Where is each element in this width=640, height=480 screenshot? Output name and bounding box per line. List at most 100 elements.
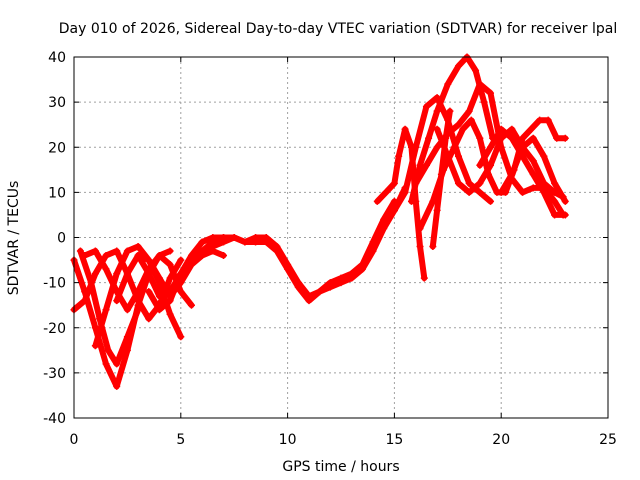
- data-point: [508, 134, 516, 142]
- data-point: [91, 342, 99, 350]
- data-point: [454, 152, 462, 160]
- data-point: [437, 170, 445, 178]
- data-point: [316, 288, 324, 296]
- data-point: [113, 247, 121, 255]
- data-point: [145, 270, 153, 278]
- data-point: [433, 125, 441, 133]
- y-tick-label: 10: [48, 185, 66, 201]
- y-tick-label: 0: [57, 231, 66, 247]
- data-point: [380, 224, 388, 232]
- data-point: [407, 197, 415, 205]
- data-point: [123, 247, 131, 255]
- data-point: [561, 211, 569, 219]
- data-point: [529, 170, 537, 178]
- data-point: [273, 247, 281, 255]
- data-point: [241, 238, 249, 246]
- data-point: [166, 247, 174, 255]
- data-point: [553, 134, 561, 142]
- data-point: [416, 161, 424, 169]
- y-tick-label: -30: [43, 366, 66, 382]
- data-point: [487, 161, 495, 169]
- data-point: [420, 274, 428, 282]
- data-point: [476, 134, 484, 142]
- data-point: [459, 125, 467, 133]
- data-point: [166, 297, 174, 305]
- data-point: [454, 179, 462, 187]
- data-point: [519, 188, 527, 196]
- data-point: [529, 184, 537, 192]
- data-point: [358, 265, 366, 273]
- data-point: [166, 310, 174, 318]
- data-point: [433, 206, 441, 214]
- data-point: [472, 67, 480, 75]
- data-point: [529, 134, 537, 142]
- y-tick-label: 40: [48, 50, 66, 66]
- data-point: [113, 360, 121, 368]
- data-point: [123, 306, 131, 314]
- data-point: [480, 98, 488, 106]
- data-point: [519, 143, 527, 151]
- y-tick-label: 20: [48, 140, 66, 156]
- data-point: [412, 179, 420, 187]
- data-point: [145, 288, 153, 296]
- data-point: [155, 252, 163, 260]
- data-point: [476, 188, 484, 196]
- data-point: [177, 256, 185, 264]
- x-axis-label: GPS time / hours: [282, 459, 399, 475]
- x-tick-label: 25: [599, 432, 617, 448]
- data-point: [497, 188, 505, 196]
- data-point: [102, 265, 110, 273]
- data-point: [373, 197, 381, 205]
- data-point: [433, 107, 441, 115]
- data-point: [446, 107, 454, 115]
- data-point: [454, 121, 462, 129]
- y-axis-label: SDTVAR / TECUs: [6, 181, 22, 296]
- data-point: [412, 143, 420, 151]
- data-point: [134, 243, 142, 251]
- data-point: [177, 288, 185, 296]
- data-point: [433, 143, 441, 151]
- data-point: [487, 197, 495, 205]
- data-point: [102, 360, 110, 368]
- data-point: [113, 382, 121, 390]
- data-point: [551, 211, 559, 219]
- data-point: [487, 89, 495, 97]
- data-point: [551, 179, 559, 187]
- y-tick-label: -40: [43, 411, 66, 427]
- data-point: [91, 270, 99, 278]
- data-point: [422, 103, 430, 111]
- data-point: [487, 143, 495, 151]
- data-point: [390, 179, 398, 187]
- data-point: [155, 292, 163, 300]
- data-point: [476, 161, 484, 169]
- data-point: [416, 224, 424, 232]
- data-point: [540, 188, 548, 196]
- data-point: [91, 247, 99, 255]
- data-point: [529, 157, 537, 165]
- data-point: [416, 243, 424, 251]
- data-point: [442, 134, 450, 142]
- data-point: [395, 152, 403, 160]
- data-point: [220, 252, 228, 260]
- x-tick-label: 15: [385, 432, 403, 448]
- data-point: [209, 238, 217, 246]
- data-point: [76, 247, 84, 255]
- data-point: [230, 234, 238, 241]
- data-point: [476, 80, 484, 88]
- data-point: [369, 247, 377, 255]
- data-point: [198, 238, 206, 246]
- x-tick-label: 0: [70, 432, 79, 448]
- data-point: [465, 188, 473, 196]
- data-point: [177, 333, 185, 341]
- data-point: [104, 346, 112, 354]
- data-point: [465, 179, 473, 187]
- data-point: [425, 134, 433, 142]
- data-point: [390, 206, 398, 214]
- x-tick-label: 5: [176, 432, 185, 448]
- data-point: [536, 116, 544, 124]
- data-point: [134, 252, 142, 260]
- data-point: [527, 125, 535, 133]
- data-point: [294, 283, 302, 291]
- data-point: [497, 125, 505, 133]
